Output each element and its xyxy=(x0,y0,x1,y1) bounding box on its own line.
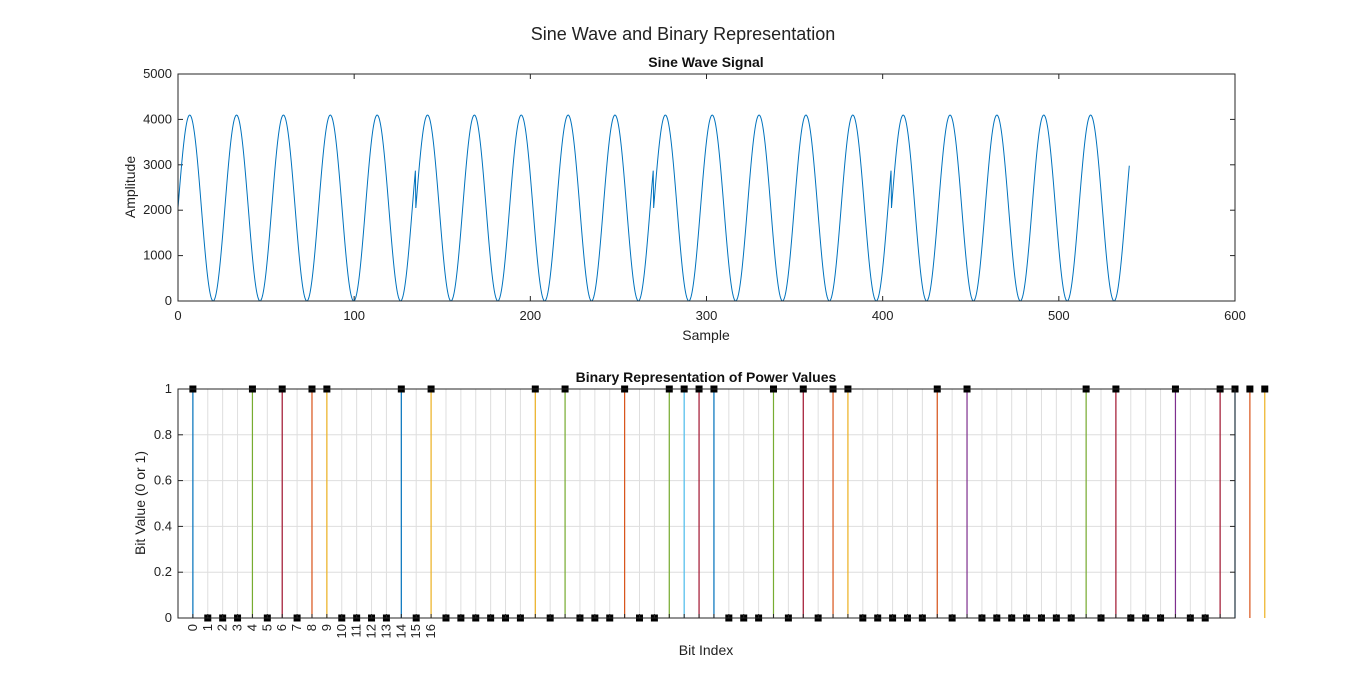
sine-chart-title: Sine Wave Signal xyxy=(648,54,763,70)
binary-x-tick-label: 5 xyxy=(259,624,274,631)
figure-title: Sine Wave and Binary Representation xyxy=(531,24,836,44)
sine-axis-ticks: 0 100 200 300 400 500 600 0 1000 2000 3000 4000 5000 xyxy=(143,66,1246,323)
binary-x-tick-label: 12 xyxy=(364,624,379,638)
sine-plot-area xyxy=(178,74,1235,301)
binary-x-tick-label: 15 xyxy=(408,624,423,638)
sine-x-tick-label: 300 xyxy=(696,308,718,323)
binary-x-tick-label: 6 xyxy=(274,624,289,631)
sine-x-tick-label: 0 xyxy=(174,308,181,323)
binary-chart-title: Binary Representation of Power Values xyxy=(576,369,837,385)
sine-subplot: Sine Wave Signal 0 100 200 300 400 500 600 0 100… xyxy=(122,54,1246,343)
sine-axes-box xyxy=(177,73,1236,302)
binary-x-tick-label: 11 xyxy=(349,624,364,638)
binary-axis-ticks: 00.20.40.60.810 1 2 3 4 5 6 7 8 9 10 11 12 13 14 15 16 xyxy=(154,381,1236,638)
binary-x-tick-label: 1 xyxy=(200,624,215,631)
binary-plot-area xyxy=(178,389,1235,618)
sine-x-tick-label: 400 xyxy=(872,308,894,323)
sine-y-tick-label: 3000 xyxy=(143,157,172,172)
sine-x-axis-label: Sample xyxy=(682,327,730,343)
sine-y-tick-label: 5000 xyxy=(143,66,172,81)
sine-series-line xyxy=(177,114,1130,302)
binary-y-tick-label: 0 xyxy=(165,610,172,625)
binary-y-tick-label: 0.2 xyxy=(154,564,172,579)
binary-axes-box xyxy=(177,388,1236,619)
sine-y-tick-label: 2000 xyxy=(143,202,172,217)
binary-subplot: Binary Representation of Power Values 0 0… xyxy=(132,369,1269,658)
binary-x-tick-label: 3 xyxy=(230,624,245,631)
binary-x-tick-label: 16 xyxy=(423,624,438,638)
binary-x-tick-label: 2 xyxy=(215,624,230,631)
binary-x-axis-label: Bit Index xyxy=(679,642,733,658)
sine-y-tick-label: 1000 xyxy=(143,248,172,263)
sine-x-tick-label: 200 xyxy=(519,308,541,323)
binary-x-tick-label: 7 xyxy=(289,624,304,631)
binary-y-tick-label: 0.4 xyxy=(154,518,172,533)
sine-y-axis-label: Amplitude xyxy=(122,156,138,218)
binary-y-axis-label: Bit Value (0 or 1) xyxy=(132,451,148,555)
binary-stem-marker xyxy=(1246,385,1254,393)
sine-y-tick-label: 4000 xyxy=(143,111,172,126)
sine-y-tick-label: 0 xyxy=(165,293,172,308)
binary-x-tick-label: 4 xyxy=(244,624,259,631)
binary-x-tick-label: 9 xyxy=(319,624,334,631)
sine-x-tick-label: 100 xyxy=(343,308,365,323)
binary-x-tick-label: 10 xyxy=(334,624,349,638)
binary-y-tick-label: 0.8 xyxy=(154,427,172,442)
binary-x-tick-label: 13 xyxy=(378,624,393,638)
binary-x-tick-label: 8 xyxy=(304,624,319,631)
sine-x-tick-label: 500 xyxy=(1048,308,1070,323)
sine-x-tick-label: 600 xyxy=(1224,308,1246,323)
binary-x-tick-label: 0 xyxy=(185,624,200,631)
binary-y-tick-label: 0.6 xyxy=(154,473,172,488)
binary-stem-marker xyxy=(1261,385,1269,393)
binary-y-tick-label: 1 xyxy=(165,381,172,396)
binary-x-tick-label: 14 xyxy=(393,624,408,638)
